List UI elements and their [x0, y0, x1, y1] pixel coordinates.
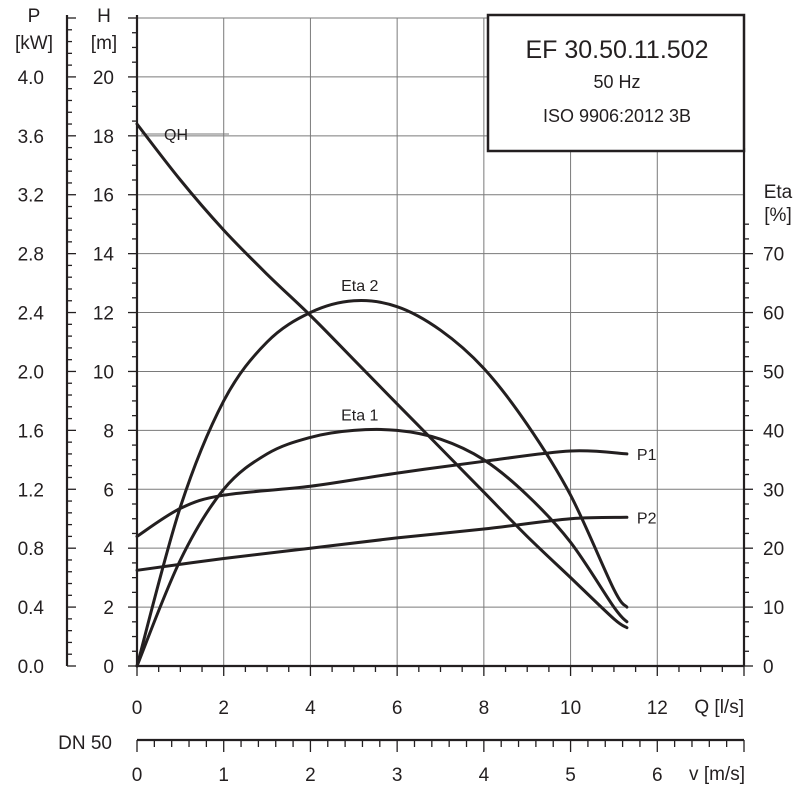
p-tick-label: 3.2: [18, 186, 44, 207]
eta-axis-unit: [%]: [764, 205, 791, 226]
curve-p1: [135, 449, 629, 538]
q-tick-label: 6: [392, 698, 403, 719]
eta-tick-label: 50: [763, 362, 784, 383]
p-tick-label: 2.8: [18, 245, 44, 266]
curve-label-eta-1: Eta 1: [341, 407, 378, 424]
eta-tick-label: 40: [763, 421, 784, 442]
eta-tick-label: 30: [763, 480, 784, 501]
h-tick-label: 14: [93, 245, 115, 266]
v-axis-title: v [m/s]: [689, 764, 745, 785]
curve-label-p1: P1: [637, 447, 657, 464]
eta-tick-label: 20: [763, 539, 784, 560]
labels: 0.00.40.81.21.62.02.42.83.23.64.00246810…: [18, 68, 785, 786]
curve-eta-2: [135, 299, 629, 668]
axes: [65, 15, 753, 752]
q-tick-label: 4: [305, 698, 316, 719]
curve-label-eta-2: Eta 2: [341, 278, 378, 295]
eta-tick-label: 60: [763, 304, 784, 325]
h-axis-unit: [m]: [91, 33, 117, 54]
p-tick-label: 0.8: [18, 539, 44, 560]
eta-axis-title: Eta: [764, 182, 793, 203]
info-box: EF 30.50.11.502 50 Hz ISO 9906:2012 3B: [486, 13, 746, 153]
p-tick-label: 0.4: [18, 598, 45, 619]
p-tick-label: 2.4: [18, 304, 45, 325]
curve-eta-1: [135, 427, 629, 668]
p-tick-label: 1.2: [18, 480, 44, 501]
curve-qh: [135, 122, 629, 630]
p-axis-title: P: [28, 6, 41, 27]
curve-label-qh: QH: [164, 127, 188, 144]
curves: [135, 122, 629, 668]
h-tick-label: 20: [93, 68, 114, 89]
h-axis-title: H: [97, 6, 111, 27]
dn-label: DN 50: [58, 733, 112, 754]
v-tick-label: 0: [132, 765, 143, 786]
q-axis-title: Q [l/s]: [694, 697, 744, 718]
v-tick-label: 3: [392, 765, 403, 786]
h-tick-label: 0: [103, 657, 114, 678]
h-tick-label: 18: [93, 127, 114, 148]
p-tick-label: 1.6: [18, 421, 44, 442]
p-tick-label: 0.0: [18, 657, 44, 678]
h-tick-label: 12: [93, 304, 114, 325]
v-tick-label: 6: [652, 765, 663, 786]
p-tick-label: 4.0: [18, 68, 44, 89]
model-title: EF 30.50.11.502: [525, 36, 708, 64]
info-box-frame: [486, 13, 746, 153]
q-tick-label: 0: [132, 698, 143, 719]
q-tick-label: 10: [560, 698, 581, 719]
h-tick-label: 10: [93, 362, 114, 383]
v-tick-label: 1: [218, 765, 229, 786]
standard-label: ISO 9906:2012 3B: [543, 106, 691, 126]
p-tick-label: 2.0: [18, 362, 44, 383]
frequency-label: 50 Hz: [593, 72, 640, 92]
eta-tick-label: 10: [763, 598, 784, 619]
curve-p2: [135, 515, 629, 572]
q-tick-label: 8: [479, 698, 490, 719]
p-axis-unit: [kW]: [15, 33, 53, 54]
h-tick-label: 4: [103, 539, 114, 560]
q-tick-label: 2: [218, 698, 229, 719]
p-tick-label: 3.6: [18, 127, 44, 148]
h-tick-label: 8: [103, 421, 114, 442]
curve-label-p2: P2: [637, 510, 657, 527]
h-tick-label: 2: [103, 598, 114, 619]
h-tick-label: 6: [103, 480, 114, 501]
q-tick-label: 12: [647, 698, 668, 719]
eta-tick-label: 0: [763, 657, 774, 678]
h-tick-label: 16: [93, 186, 114, 207]
eta-tick-label: 70: [763, 245, 784, 266]
v-tick-label: 5: [565, 765, 576, 786]
v-tick-label: 2: [305, 765, 316, 786]
v-tick-label: 4: [479, 765, 490, 786]
